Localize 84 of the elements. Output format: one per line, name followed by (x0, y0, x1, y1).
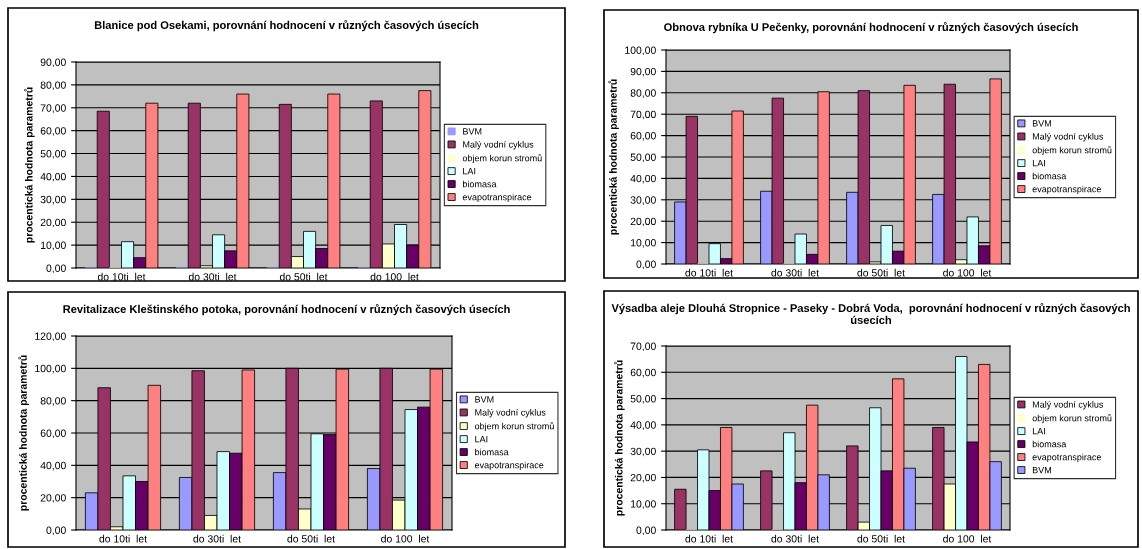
y-axis-title: procentická hodnota parametrů (608, 79, 619, 235)
legend-label: biomasa (1032, 440, 1067, 448)
legend-label: LAI (1032, 160, 1045, 167)
y-tick-label: 70,00 (40, 104, 66, 113)
chart-title: Výsadba aleje Dlouhá Stropnice - Paseky - Dobrá Voda, porovnání hodnocení v různých časových úsecích (611, 303, 1130, 324)
x-tick-label: do 10ti let (99, 534, 147, 543)
legend-label: objem korun stromů (1032, 145, 1112, 156)
y-tick-label: 20,00 (40, 494, 66, 503)
x-tick-label: do 30ti let (193, 534, 241, 543)
legend-label: biomasa (1032, 172, 1067, 180)
y-tick-label: 40,00 (40, 461, 66, 471)
legend-label: biomasa (475, 448, 509, 456)
y-tick-label: 0,00 (46, 264, 66, 274)
legend-label: LAI (1032, 428, 1045, 435)
legend-label: Malý vodní cyklus (463, 140, 534, 150)
y-tick-label: 20,00 (630, 217, 656, 227)
legend-label: evapotranspirace (1032, 453, 1102, 463)
legend-label: objem korun stromů (1032, 413, 1112, 424)
x-tick-label: do 30ti let (771, 534, 819, 543)
x-tick-label: do 30ti let (188, 272, 237, 281)
x-tick-label: do 10ti let (97, 272, 146, 281)
legend-label: BVM (475, 396, 494, 403)
y-tick-label: 10,00 (631, 500, 656, 509)
y-axis-title: procentická hodnota parametrů (24, 87, 35, 243)
y-tick-label: 40,00 (40, 172, 66, 182)
y-tick-label: 90,00 (40, 58, 66, 68)
y-tick-label: 50,00 (40, 150, 66, 159)
legend-label: BVM (1032, 120, 1052, 127)
y-tick-label: 60,00 (630, 132, 656, 141)
y-tick-label: 100,00 (35, 364, 66, 374)
y-tick-label: 40,00 (630, 421, 656, 430)
y-tick-label: 50,00 (630, 395, 656, 404)
y-tick-label: 80,00 (40, 81, 66, 90)
chart-title: Revitalizace Kleštinského potoka, porovnání hodnocení v různých časových úsecích (63, 304, 510, 316)
y-tick-label: 90,00 (630, 67, 656, 77)
y-tick-label: 100,00 (625, 46, 656, 56)
x-tick-label: do 50ti let (287, 534, 335, 543)
y-tick-label: 30,00 (630, 196, 656, 205)
y-tick-label: 30,00 (40, 195, 66, 205)
y-tick-label: 10,00 (41, 241, 66, 251)
y-tick-label: 30,00 (630, 447, 656, 457)
legend-label: objem korun stromů (462, 153, 542, 164)
y-tick-label: 60,00 (40, 127, 66, 136)
legend-label: Malý vodní cyklus (1032, 132, 1104, 142)
chart-title: Obnova rybníka U Pečenky, porovnání hodnocení v různých časových úsecích (664, 22, 1078, 34)
y-tick-label: 60,00 (630, 368, 656, 378)
y-tick-label: 20,00 (630, 473, 656, 483)
x-tick-label: do 10ti let (685, 534, 733, 543)
x-tick-label: do 50ti let (857, 268, 905, 277)
legend-label: Malý vodní cyklus (1032, 400, 1104, 410)
legend-label: BVM (463, 128, 482, 135)
y-tick-label: 0,00 (636, 260, 656, 270)
x-tick-label: do 50ti let (279, 272, 328, 281)
y-tick-label: 0,00 (46, 526, 66, 536)
y-tick-label: 40,00 (630, 174, 656, 184)
y-tick-label: 70,00 (630, 342, 656, 352)
legend-label: biomasa (463, 180, 497, 188)
y-axis-title: procentická hodnota parametrů (18, 355, 29, 511)
legend-label: BVM (1032, 466, 1052, 474)
x-tick-label: do 10ti let (685, 268, 733, 277)
legend-label: evapotranspirace (474, 461, 544, 471)
chart-title: Blanice pod Osekami, porovnání hodnocení v různých časových úsecích (94, 20, 479, 32)
legend-label: LAI (475, 436, 488, 443)
y-tick-label: 0,00 (636, 526, 656, 536)
legend-label: evapotranspirace (1032, 185, 1102, 195)
x-tick-label: do 100 let (943, 268, 992, 277)
y-axis-title: procentická hodnota parametrů (614, 360, 625, 516)
x-tick-label: do 30ti let (771, 268, 819, 277)
y-tick-label: 80,00 (40, 397, 66, 406)
legend-label: objem korun stromů (474, 421, 554, 432)
x-tick-label: do 100 let (943, 534, 992, 543)
y-tick-label: 120,00 (35, 332, 66, 342)
legend-label: LAI (463, 168, 476, 175)
x-tick-label: do 100 let (370, 272, 419, 281)
legend-label: Malý vodní cyklus (475, 408, 546, 418)
x-tick-label: do 50ti let (857, 534, 905, 543)
y-tick-label: 70,00 (630, 110, 656, 120)
y-tick-label: 10,00 (631, 239, 656, 248)
y-tick-label: 60,00 (40, 429, 66, 439)
legend-label: evapotranspirace (462, 193, 532, 203)
y-tick-label: 20,00 (40, 218, 66, 228)
x-tick-label: do 100 let (381, 534, 430, 543)
y-tick-label: 80,00 (630, 89, 656, 98)
y-tick-label: 50,00 (630, 153, 656, 163)
